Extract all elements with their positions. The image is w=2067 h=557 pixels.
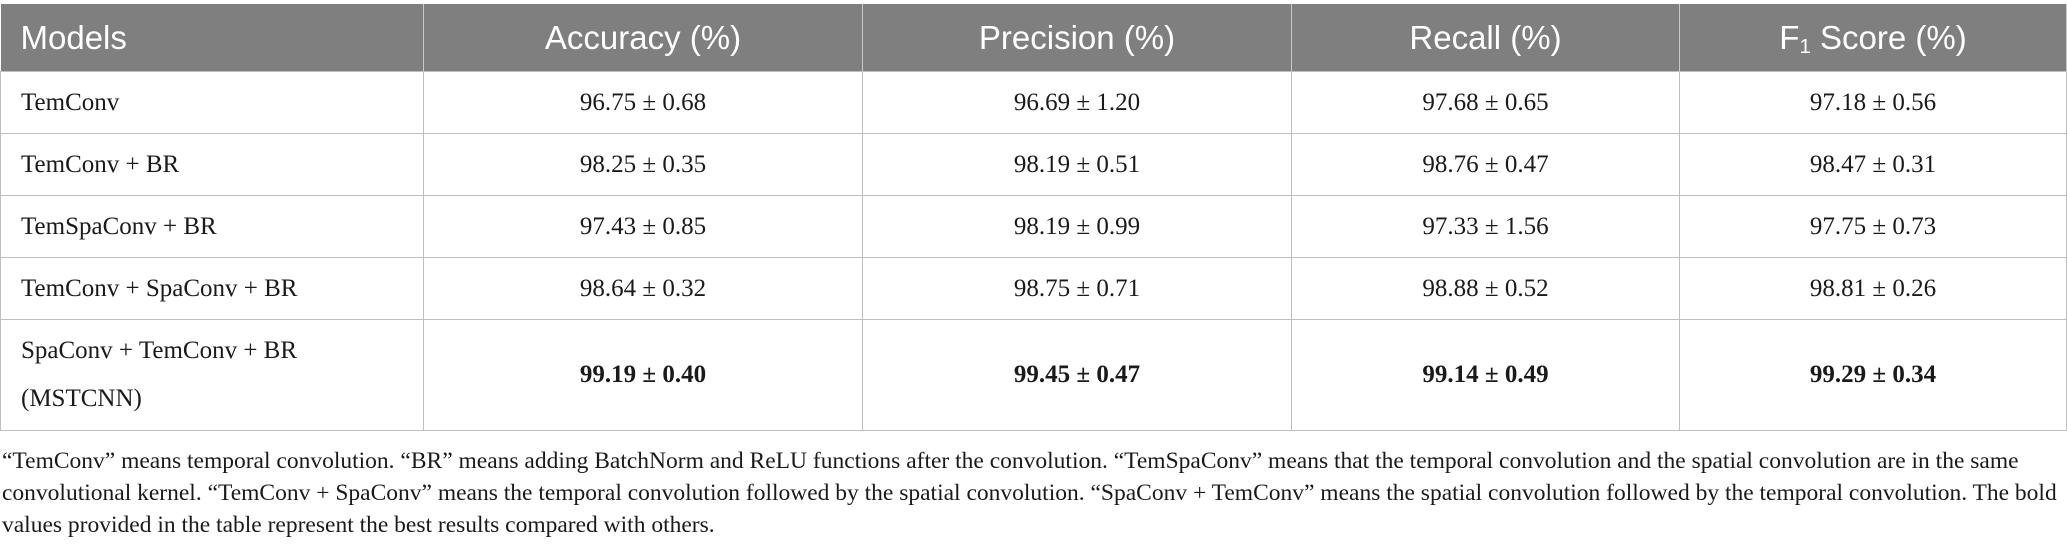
cell-accuracy: 97.43 ± 0.85 xyxy=(423,195,863,258)
cell-accuracy-best: 99.19 ± 0.40 xyxy=(423,319,863,431)
header-recall: Recall (%) xyxy=(1291,4,1680,72)
cell-accuracy: 98.25 ± 0.35 xyxy=(423,133,863,196)
cell-model: TemConv + BR xyxy=(0,133,424,196)
cell-model: TemSpaConv + BR xyxy=(0,195,424,258)
header-f1-score: F1 Score (%) xyxy=(1679,4,2067,72)
header-f1-subscript: 1 xyxy=(1799,34,1811,58)
table-footnote: “TemConv” means temporal convolution. “B… xyxy=(2,448,2057,538)
table-row: TemConv + SpaConv + BR 98.64 ± 0.32 98.7… xyxy=(0,257,2067,320)
cell-precision: 96.69 ± 1.20 xyxy=(862,71,1292,134)
cell-f1: 97.18 ± 0.56 xyxy=(1679,71,2067,134)
table-header-row: Models Accuracy (%) Precision (%) Recall… xyxy=(0,4,2067,72)
cell-model: TemConv + SpaConv + BR xyxy=(0,257,424,320)
table-row-best: SpaConv + TemConv + BR (MSTCNN) 99.19 ± … xyxy=(0,319,2067,431)
header-f1-suffix: Score (%) xyxy=(1810,18,1967,56)
cell-f1: 97.75 ± 0.73 xyxy=(1679,195,2067,258)
cell-model-line2: (MSTCNN) xyxy=(21,385,142,412)
table-row: TemSpaConv + BR 97.43 ± 0.85 98.19 ± 0.9… xyxy=(0,195,2067,258)
table-row: TemConv 96.75 ± 0.68 96.69 ± 1.20 97.68 … xyxy=(0,71,2067,134)
cell-f1: 98.81 ± 0.26 xyxy=(1679,257,2067,320)
cell-precision: 98.19 ± 0.99 xyxy=(862,195,1292,258)
header-models: Models xyxy=(0,4,424,72)
header-precision: Precision (%) xyxy=(862,4,1292,72)
cell-accuracy: 96.75 ± 0.68 xyxy=(423,71,863,134)
results-table-container: Models Accuracy (%) Precision (%) Recall… xyxy=(0,4,2067,431)
cell-accuracy: 98.64 ± 0.32 xyxy=(423,257,863,320)
cell-f1: 98.47 ± 0.31 xyxy=(1679,133,2067,196)
cell-model-line1: SpaConv + TemConv + BR xyxy=(21,337,298,364)
cell-recall: 98.88 ± 0.52 xyxy=(1291,257,1680,320)
cell-precision-best: 99.45 ± 0.47 xyxy=(862,319,1292,431)
cell-precision: 98.19 ± 0.51 xyxy=(862,133,1292,196)
cell-model: TemConv xyxy=(0,71,424,134)
cell-recall: 98.76 ± 0.47 xyxy=(1291,133,1680,196)
cell-precision: 98.75 ± 0.71 xyxy=(862,257,1292,320)
table-row: TemConv + BR 98.25 ± 0.35 98.19 ± 0.51 9… xyxy=(0,133,2067,196)
cell-f1-best: 99.29 ± 0.34 xyxy=(1679,319,2067,431)
header-accuracy: Accuracy (%) xyxy=(423,4,863,72)
cell-recall: 97.33 ± 1.56 xyxy=(1291,195,1680,258)
header-f1-prefix: F xyxy=(1779,18,1800,56)
cell-model: SpaConv + TemConv + BR (MSTCNN) xyxy=(0,319,424,431)
cell-recall: 97.68 ± 0.65 xyxy=(1291,71,1680,134)
cell-recall-best: 99.14 ± 0.49 xyxy=(1291,319,1680,431)
results-table: Models Accuracy (%) Precision (%) Recall… xyxy=(0,4,2067,431)
